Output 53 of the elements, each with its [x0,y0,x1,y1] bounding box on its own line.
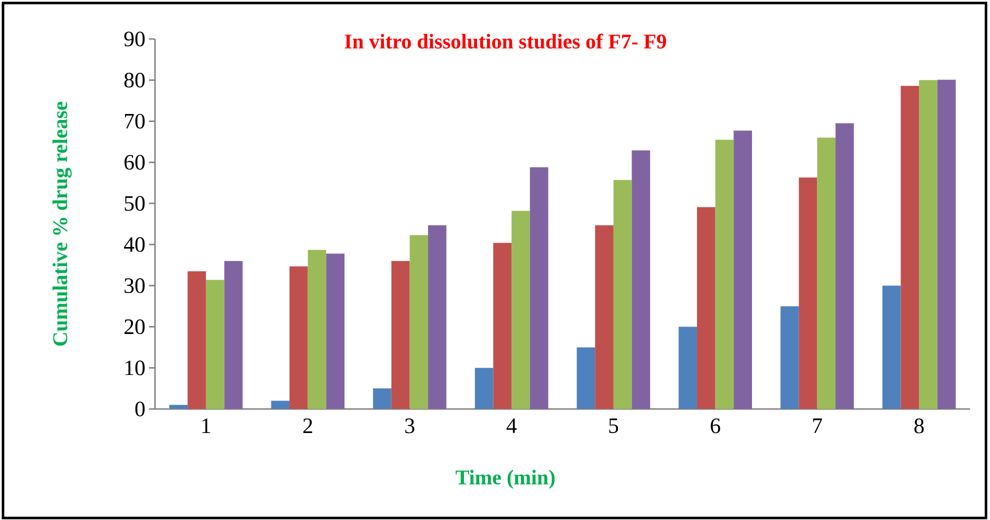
bar [836,123,854,409]
bar [206,280,224,409]
x-tick-label: 6 [710,418,720,434]
bar [326,254,344,409]
bar [817,138,836,409]
bar [410,235,428,409]
bar [512,210,530,409]
bar [289,266,308,409]
bar [734,130,752,409]
y-tick-label: 40 [124,237,145,252]
bar [224,260,243,409]
x-tick-label: 7 [813,418,822,433]
bar [391,260,410,409]
y-tick-label: 30 [124,278,145,294]
bar [937,80,956,409]
bar [919,80,938,409]
bar [595,225,614,409]
y-tick-label: 90 [124,32,145,46]
bar [474,368,494,409]
bar [882,286,901,409]
x-axis-title: Time (min) [456,470,555,489]
x-tick-label: 4 [506,418,517,433]
y-tick-label: 20 [124,319,145,334]
bar [428,225,446,409]
bar [188,271,206,409]
bar [271,400,290,409]
bar [678,326,697,409]
y-tick-label: 70 [125,114,145,129]
bar [632,150,650,409]
x-tick-label: 8 [914,418,924,434]
x-tick-label: 2 [303,418,312,434]
bar [373,388,392,409]
bar [780,306,799,409]
x-tick-label: 5 [609,418,618,434]
bar [576,347,596,409]
y-tick-label: 80 [124,72,145,88]
y-tick-label: 0 [135,402,145,416]
y-tick-label: 10 [125,360,145,376]
bar [613,180,632,409]
bar [530,167,548,409]
chart-title: In vitro dissolution studies of F7- F9 [344,34,666,49]
y-tick-label: 50 [124,196,145,211]
bar [696,207,716,409]
bar [715,140,734,409]
bar [798,178,818,409]
y-tick-label: 60 [124,154,145,170]
bar [169,404,188,409]
bar [900,86,920,409]
bar [308,250,326,409]
x-tick-label: 3 [405,418,414,434]
x-tick-label: 1 [202,418,210,433]
bar [493,242,512,409]
y-axis-title: Cumulative % drug release [52,102,72,346]
